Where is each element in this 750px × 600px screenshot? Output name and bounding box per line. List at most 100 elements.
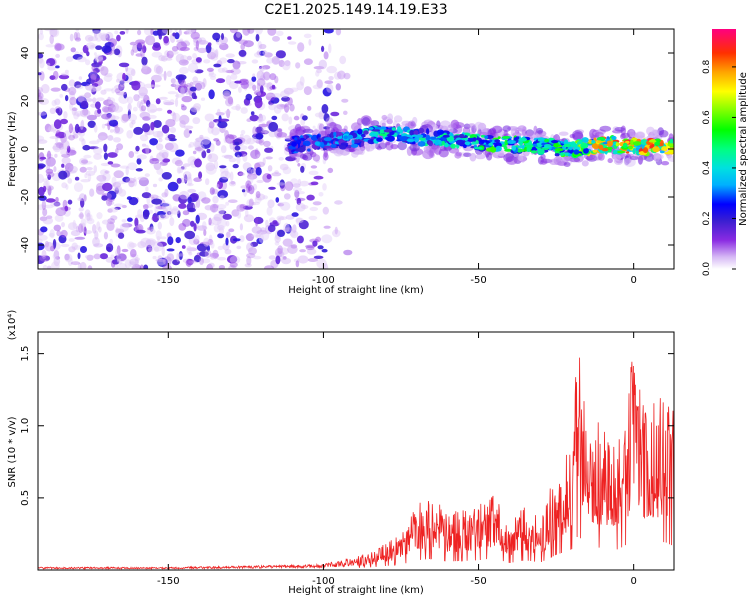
noise-blob [217,207,225,215]
noise-blob [217,121,228,129]
noise-blob [142,123,151,133]
noise-blob [256,82,261,91]
noise-blob [141,192,152,199]
noise-blob [69,90,75,101]
noise-blob [84,254,95,259]
noise-blob [255,216,259,227]
noise-blob [224,249,232,255]
signal-halo-blob [479,131,489,137]
noise-blob [68,246,76,253]
noise-blob [277,229,285,237]
noise-blob [154,204,159,215]
noise-blob [187,29,196,35]
noise-blob [242,134,252,145]
noise-blob [117,232,125,239]
noise-blob [50,124,55,130]
noise-blob [248,185,255,195]
noise-blob [211,216,222,226]
noise-blob [91,83,99,87]
signal-core-blob [490,146,497,153]
signal-halo-blob [320,130,330,136]
noise-blob [188,260,198,264]
noise-blob [49,136,60,139]
noise-blob [216,204,227,210]
signal-core-blob [401,133,405,136]
noise-blob [93,124,98,133]
noise-blob [240,81,249,89]
noise-blob [202,221,207,230]
noise-blob [140,237,152,248]
noise-blob [55,130,61,137]
signal-halo-blob [288,156,297,161]
noise-blob [228,157,237,163]
noise-blob [110,254,115,259]
signal-core-blob [323,141,328,145]
noise-blob [126,130,134,139]
noise-blob [211,188,219,195]
signal-core-blob [397,126,402,133]
signal-core-blob [376,137,383,142]
noise-blob [256,229,268,235]
noise-blob [177,253,185,257]
noise-blob [178,59,189,66]
signal-halo-blob [614,127,626,132]
noise-blob [256,70,264,81]
noise-blob [39,255,51,262]
noise-blob [38,152,45,162]
noise-blob [127,109,131,120]
colorbar: 0.0 0.2 0.4 0.6 0.8 Normalized spectral ampl… [702,29,749,276]
noise-blob [79,193,86,202]
noise-blob [52,145,62,151]
noise-blob [127,103,132,112]
signal-halo-blob [463,152,472,158]
noise-blob [252,84,257,91]
noise-blob [191,92,197,100]
noise-blob [193,238,200,245]
signal-core-blob [302,140,311,147]
noise-blob [114,84,125,91]
noise-blob [156,211,166,216]
noise-blob [137,241,146,249]
noise-blob [326,65,338,74]
noise-blob [294,189,300,199]
signal-core-blob [601,148,609,152]
noise-blob [146,228,156,235]
noise-blob [306,248,317,255]
noise-blob [343,110,348,116]
signal-core-blob [334,141,339,145]
noise-blob [258,113,263,122]
noise-blob [186,258,194,266]
noise-blob [309,206,319,212]
noise-blob [337,70,346,80]
noise-blob [79,157,89,166]
signal-core-blob [334,131,344,137]
noise-blob [172,259,180,266]
signal-core-blob [667,143,674,147]
signal-core-blob [503,146,508,150]
signal-halo-blob [455,151,463,157]
noise-blob [146,100,151,108]
noise-blob [38,87,44,93]
signal-core-blob [350,143,359,148]
noise-blob [116,78,120,83]
noise-blob [183,125,194,130]
noise-blob [269,73,277,81]
noise-blob [293,115,300,121]
noise-blob [38,204,46,211]
signal-core-blob [530,150,538,154]
noise-blob [240,129,246,135]
noise-blob [141,64,148,74]
noise-blob [101,195,108,201]
noise-blob [163,35,170,44]
noise-blob [38,163,46,169]
noise-blob [77,56,87,63]
noise-blob [77,197,82,202]
noise-blob [48,125,54,132]
noise-blob [149,109,157,113]
noise-blob [92,237,100,247]
noise-blob [107,152,118,158]
signal-core-blob [560,152,564,157]
noise-blob [215,184,220,188]
noise-blob [282,166,292,175]
noise-blob [295,62,301,69]
